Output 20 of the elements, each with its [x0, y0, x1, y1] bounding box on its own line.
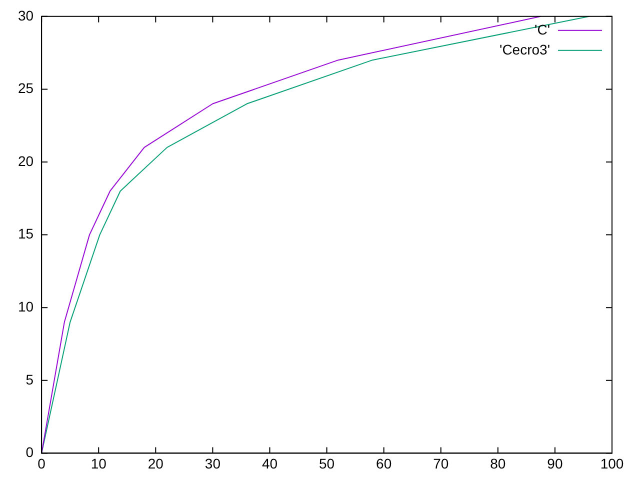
x-tick-label: 30 — [204, 455, 221, 472]
x-tick-label: 70 — [433, 455, 449, 472]
x-tick-label: 50 — [318, 455, 335, 472]
legend-label: 'C' — [534, 21, 550, 38]
x-tick-label: 10 — [90, 455, 107, 472]
y-tick-label: 0 — [26, 444, 34, 460]
x-tick-label: 100 — [600, 455, 624, 472]
y-tick-label: 5 — [26, 371, 34, 388]
y-tick-label: 15 — [18, 226, 34, 242]
y-tick-label: 10 — [18, 298, 34, 314]
legend-label: 'Cecro3' — [500, 41, 550, 58]
y-tick-label: 25 — [18, 80, 34, 96]
x-tick-label: 20 — [148, 455, 164, 472]
y-tick-label: 30 — [18, 7, 34, 24]
x-tick-label: 90 — [547, 455, 563, 472]
x-tick-label: 60 — [376, 455, 392, 472]
y-tick-label: 20 — [18, 152, 34, 169]
x-tick-label: 0 — [38, 455, 46, 472]
x-tick-label: 40 — [262, 455, 278, 472]
x-tick-label: 80 — [490, 455, 506, 472]
